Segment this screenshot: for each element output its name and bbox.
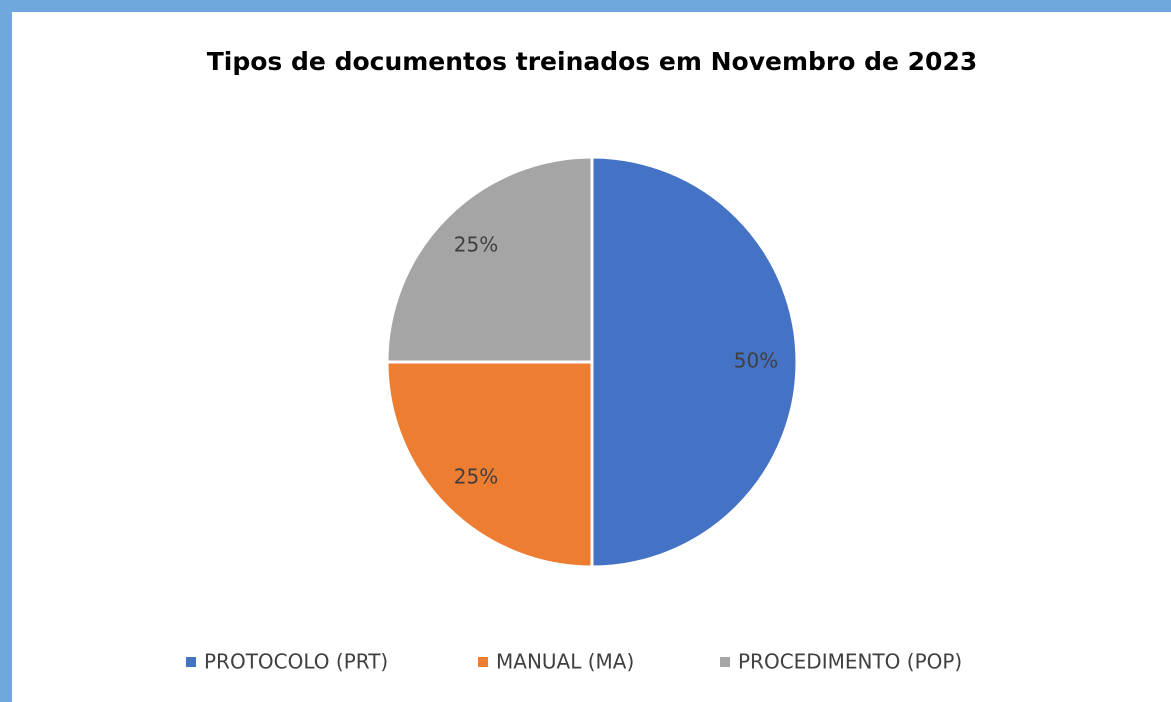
pie-slice — [590, 155, 799, 569]
data-label: 25% — [454, 233, 498, 257]
legend-label: MANUAL (MA) — [496, 650, 634, 674]
data-label: 25% — [454, 464, 498, 488]
chart-title: Tipos de documentos treinados em Novembr… — [207, 47, 978, 76]
legend-label: PROTOCOLO (PRT) — [204, 650, 388, 674]
legend-label: PROCEDIMENTO (POP) — [738, 650, 962, 674]
data-label: 50% — [734, 349, 778, 373]
pie-slice — [385, 360, 594, 569]
legend-marker — [720, 657, 730, 667]
legend-marker — [478, 657, 488, 667]
pie-slice — [385, 155, 594, 364]
legend-marker — [186, 657, 196, 667]
